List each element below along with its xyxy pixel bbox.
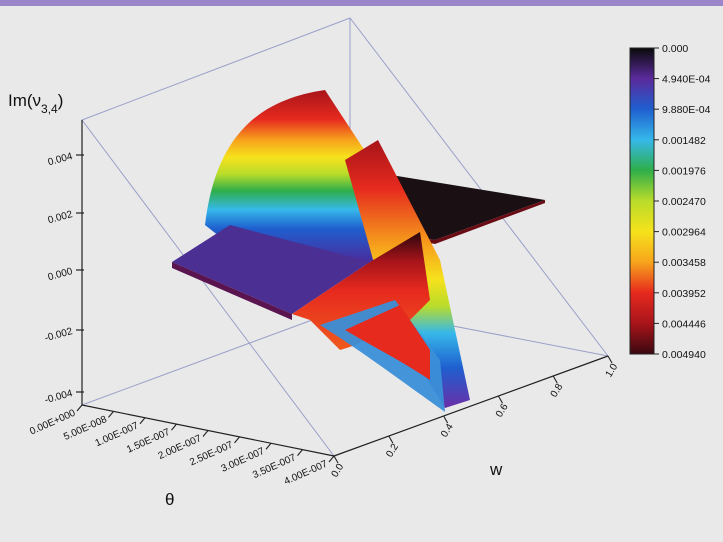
colorbar-label: 0.004446 — [662, 318, 706, 330]
y-tick-mark — [139, 417, 146, 425]
x-tick-label: 0.0 — [330, 461, 347, 479]
surface-lower-tail-inner — [345, 305, 430, 380]
y-tick-mark — [171, 423, 177, 431]
x-axis-label: w — [489, 460, 503, 479]
colorbar-labels: 0.000 4.940E-04 9.880E-04 0.001482 0.001976 0… — [654, 43, 711, 361]
surface-floor-edge — [172, 262, 292, 320]
surface-floor-sheet — [172, 225, 370, 314]
colorbar: 0.000 4.940E-04 9.880E-04 0.001482 0.001976 0… — [629, 43, 711, 361]
colorbar-label: 0.000 — [662, 43, 688, 55]
y-tick-mark — [76, 404, 83, 412]
z-tick-label: 0.004 — [47, 151, 74, 168]
surface — [172, 90, 545, 412]
y-axis-label: θ — [165, 490, 174, 509]
x-tick-mark — [333, 455, 339, 464]
colorbar-label: 0.003952 — [662, 288, 706, 300]
z-axis-label: Im(ν3,4) — [8, 91, 63, 116]
colorbar-label: 0.003458 — [662, 257, 706, 269]
colorbar-label: 0.004940 — [662, 349, 706, 361]
x-axis-line — [333, 355, 609, 457]
x-tick-label: 0.2 — [384, 441, 401, 459]
box-edge — [81, 305, 351, 406]
x-tick-label: 1.0 — [604, 361, 621, 379]
x-axis-ticks: 0.0 0.2 0.4 0.6 0.8 1.0 — [330, 355, 621, 479]
colorbar-label: 0.001482 — [662, 135, 706, 147]
x-tick-mark — [388, 435, 394, 444]
colorbar-label: 0.002964 — [662, 227, 706, 239]
colorbar-label: 0.001976 — [662, 165, 706, 177]
x-tick-mark — [607, 355, 613, 364]
x-tick-label: 0.8 — [549, 381, 566, 399]
colorbar-label: 0.002470 — [662, 196, 706, 208]
z-axis-ticks: -0.004 -0.002 0.000 0.002 0.004 — [44, 151, 84, 406]
y-tick-mark — [328, 455, 335, 463]
y-tick-mark — [202, 430, 209, 437]
colorbar-frame — [629, 47, 655, 355]
z-tick-label: -0.002 — [44, 326, 75, 344]
x-tick-mark — [443, 415, 449, 424]
y-tick-mark — [108, 411, 114, 418]
z-tick-label: -0.004 — [44, 388, 75, 406]
x-tick-label: 0.6 — [494, 401, 511, 419]
z-tick-label: 0.002 — [47, 209, 74, 226]
x-tick-mark — [552, 375, 558, 384]
x-tick-label: 0.4 — [439, 421, 456, 439]
window-top-bar — [0, 0, 723, 6]
z-tick-label: 0.000 — [47, 266, 74, 283]
y-tick-mark — [234, 436, 240, 444]
x-tick-mark — [497, 395, 503, 404]
colorbar-label: 9.880E-04 — [662, 104, 711, 116]
y-tick-mark — [265, 442, 272, 450]
colorbar-label: 4.940E-04 — [662, 74, 711, 86]
y-tick-mark — [297, 449, 303, 456]
